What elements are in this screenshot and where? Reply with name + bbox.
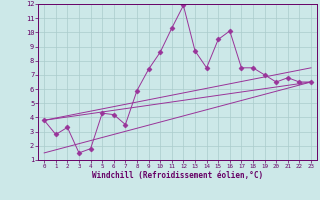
X-axis label: Windchill (Refroidissement éolien,°C): Windchill (Refroidissement éolien,°C)	[92, 171, 263, 180]
